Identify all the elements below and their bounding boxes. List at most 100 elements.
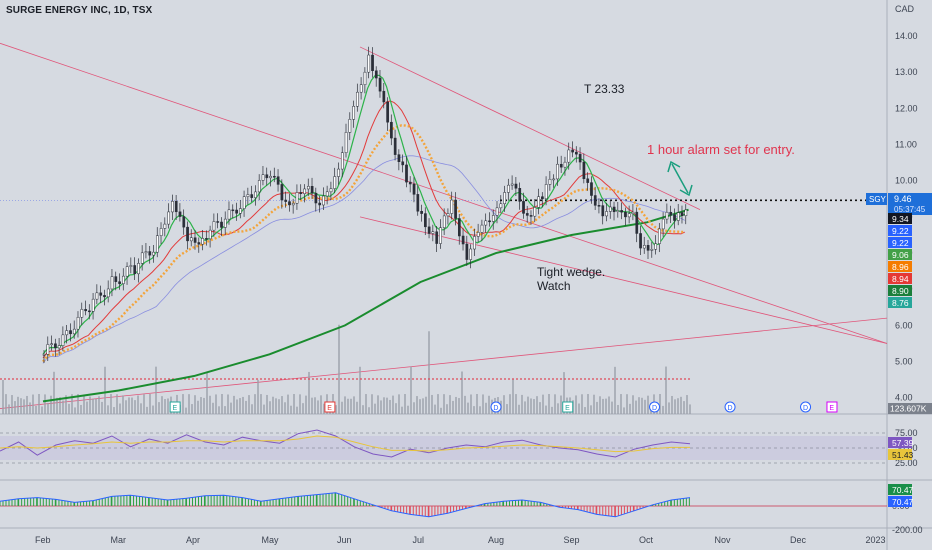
event-marker — [324, 401, 336, 413]
indicator-price-badge — [888, 261, 912, 272]
volume-bar — [476, 394, 478, 414]
volume-bar — [128, 397, 130, 414]
candle-body — [378, 77, 382, 92]
candle-body — [431, 231, 435, 234]
price-tick-label: 4.00 — [895, 393, 913, 403]
symbol-tag — [866, 193, 887, 205]
volume-bar — [404, 394, 406, 414]
volume-bar — [317, 400, 319, 414]
volume-bar — [464, 395, 466, 414]
candle-body — [473, 236, 476, 250]
candle-body — [118, 281, 121, 284]
volume-bar — [407, 405, 409, 414]
volume-bar — [149, 394, 151, 414]
candle-body — [318, 202, 322, 206]
event-marker-letter: D — [727, 405, 732, 412]
candle-body — [291, 203, 295, 206]
volume-bar — [455, 396, 457, 414]
candle-body — [208, 229, 212, 240]
volume-bar — [257, 379, 259, 414]
indicator-price-text: 9.22 — [892, 226, 909, 236]
candle-body — [405, 164, 408, 183]
candle-body — [84, 309, 87, 312]
volume-bar — [245, 400, 247, 414]
volume-bar — [644, 399, 646, 414]
candle-body — [299, 192, 303, 194]
volume-badge-text: 123.607K — [890, 404, 927, 414]
candle-body — [627, 213, 631, 218]
volume-bar — [629, 403, 631, 414]
volume-bar — [389, 399, 391, 414]
candle-body — [273, 175, 276, 178]
ema-mid-line — [42, 100, 686, 359]
volume-bar — [188, 394, 190, 414]
month-label: Apr — [186, 535, 200, 545]
candle-body — [650, 248, 654, 251]
candle-body — [446, 213, 450, 217]
candle-body — [374, 70, 378, 79]
volume-bar — [296, 406, 298, 414]
candle-body — [654, 243, 657, 250]
candle-body — [216, 221, 220, 223]
volume-bar — [95, 398, 97, 414]
volume-bar — [74, 407, 76, 414]
event-marker — [649, 401, 661, 413]
volume-badge — [888, 403, 932, 414]
indicator-price-badge — [888, 249, 912, 260]
volume-bar — [278, 399, 280, 414]
candle-body — [522, 201, 525, 214]
volume-bar — [302, 403, 304, 414]
volume-bar — [161, 396, 163, 414]
volume-bar — [479, 406, 481, 414]
sma-200-line — [42, 208, 689, 403]
volume-bar — [518, 404, 520, 414]
volume-bar — [155, 366, 157, 414]
candle-body — [371, 54, 374, 72]
month-label: Jul — [413, 535, 425, 545]
candle-body — [586, 178, 590, 183]
volume-bar — [533, 399, 535, 414]
volume-bar — [368, 407, 370, 414]
candle-body — [257, 180, 261, 193]
last-price-text: 9.46 — [894, 194, 912, 204]
volume-bar — [140, 403, 142, 414]
volume-bar — [137, 395, 139, 414]
candle-body — [676, 212, 680, 221]
volume-bar — [440, 407, 442, 414]
alarm-arrow — [671, 163, 689, 194]
volume-bar — [596, 401, 598, 414]
volume-bar — [320, 395, 322, 414]
volume-bar — [158, 402, 160, 414]
candle-body — [265, 174, 269, 179]
volume-bar — [23, 399, 25, 414]
volume-bar — [671, 395, 673, 414]
candle-body — [605, 211, 608, 217]
candle-body — [503, 192, 506, 205]
volume-bar — [305, 395, 307, 414]
event-marker-letter: E — [327, 405, 332, 412]
volume-bar — [413, 402, 415, 414]
candle-body — [95, 292, 99, 300]
volume-bar — [599, 396, 601, 414]
event-marker-letter: E — [829, 405, 834, 412]
volume-bar — [101, 401, 103, 414]
event-marker — [724, 401, 736, 413]
volume-bar — [233, 395, 235, 414]
candle-body — [137, 263, 140, 275]
volume-bar — [428, 331, 430, 414]
price-tick-label: 6.00 — [895, 320, 913, 330]
candle-body — [544, 184, 548, 200]
volume-bar — [359, 366, 361, 414]
volume-bar — [614, 366, 616, 414]
candle-body — [427, 226, 431, 234]
volume-bar — [434, 404, 436, 414]
volume-bar — [374, 403, 376, 414]
volume-bar — [299, 394, 301, 414]
volume-bar — [683, 401, 685, 414]
candle-body — [61, 334, 65, 346]
earnings-marker — [324, 401, 336, 413]
volume-bar — [119, 403, 121, 414]
month-label: Oct — [639, 535, 654, 545]
volume-bar — [77, 394, 79, 414]
